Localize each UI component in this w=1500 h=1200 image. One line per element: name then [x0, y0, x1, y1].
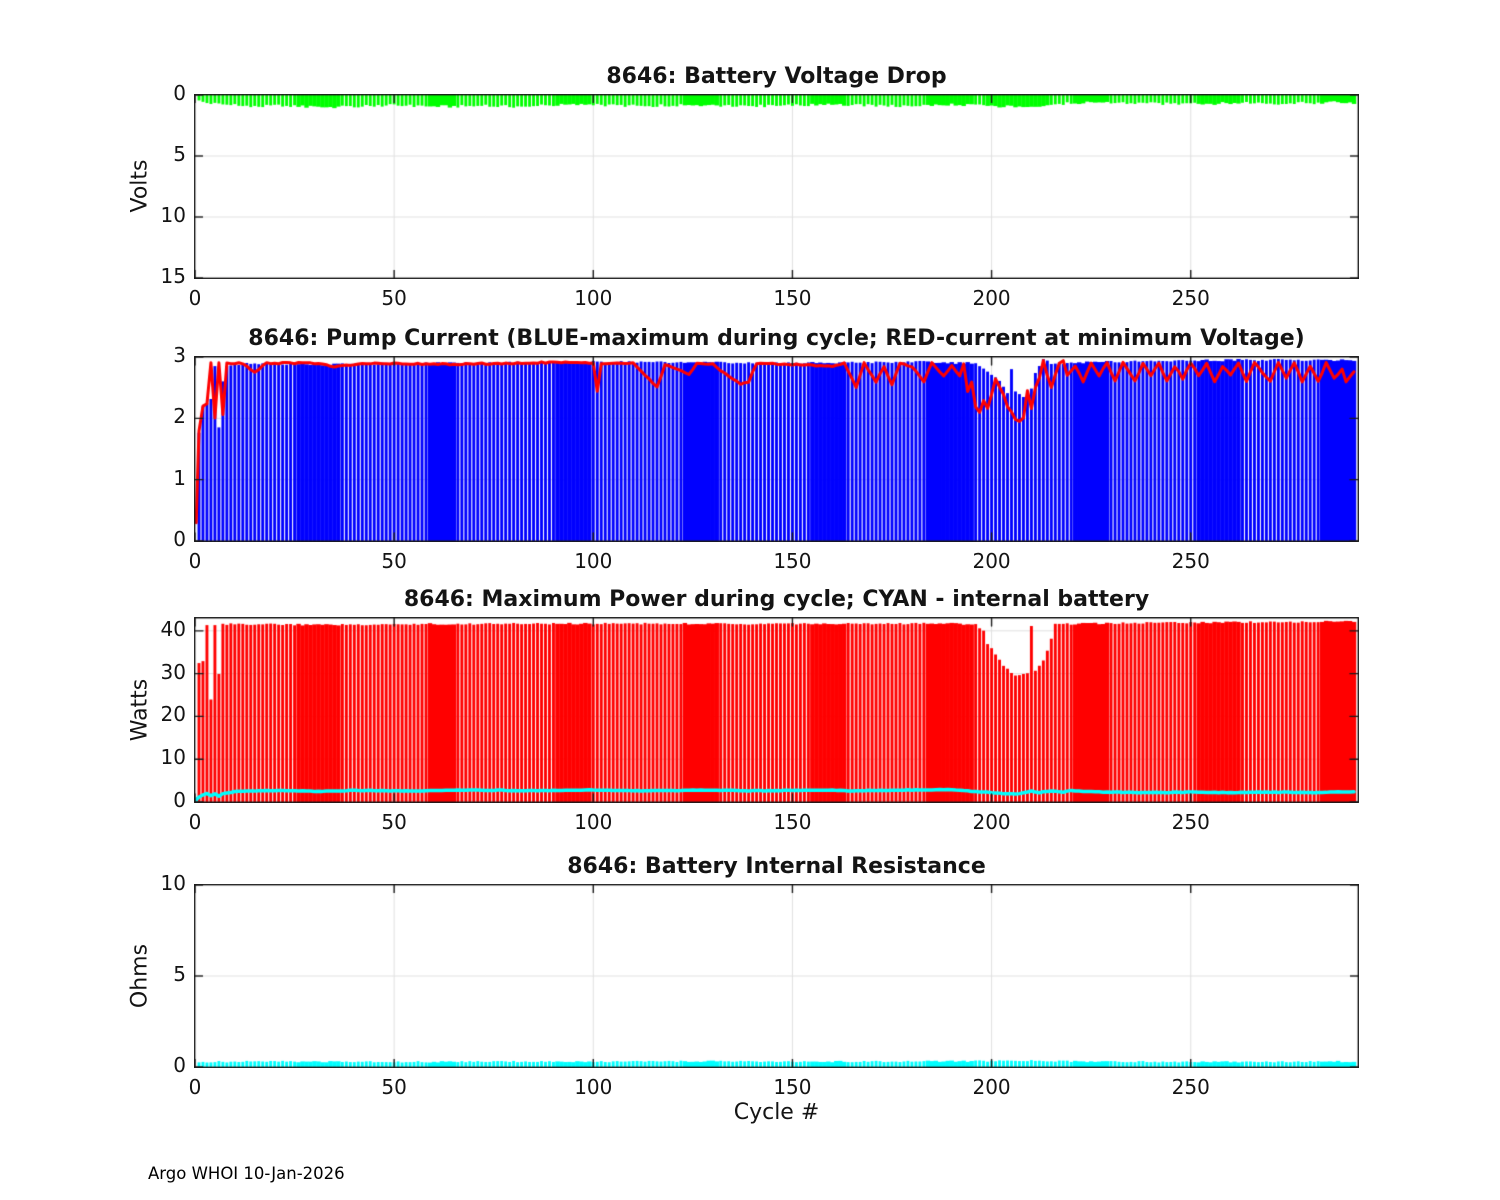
y-tick-label: 1 — [173, 465, 186, 490]
x-tick-label: 100 — [574, 286, 613, 310]
x-tick-label: 50 — [381, 1075, 407, 1099]
y-tick-label: 20 — [160, 702, 186, 727]
y-tick-label: 2 — [173, 404, 186, 429]
footer-credit: Argo WHOI 10-Jan-2026 — [148, 1164, 345, 1183]
y-tick-label: 15 — [160, 264, 186, 288]
x-tick-label: 0 — [188, 549, 202, 573]
x-tick-label: 250 — [1171, 286, 1210, 310]
x-tick-label: 100 — [574, 810, 613, 834]
battery-voltage-drop-plot — [194, 94, 1359, 279]
y-tick-label: 5 — [173, 142, 186, 166]
y-tick-label: 0 — [173, 527, 186, 551]
x-tick-label: 150 — [773, 810, 812, 834]
pump-current-plot — [194, 356, 1359, 542]
x-tick-label: 100 — [574, 549, 613, 573]
y-tick-label: 10 — [160, 203, 186, 227]
y-tick-label: 10 — [160, 745, 186, 770]
y-tick-label: 10 — [160, 871, 186, 895]
y-tick-label: 0 — [173, 81, 186, 105]
x-tick-label: 0 — [188, 1075, 202, 1099]
x-tick-label: 0 — [188, 286, 202, 310]
x-tick-label: 150 — [773, 1075, 812, 1099]
plot3-title: 8646: Maximum Power during cycle; CYAN -… — [403, 587, 1150, 612]
x-tick-label: 250 — [1171, 1075, 1210, 1099]
max-power-plot — [194, 617, 1359, 803]
x-tick-label: 250 — [1171, 810, 1210, 834]
x-tick-label: 200 — [972, 1075, 1011, 1099]
x-tick-label: 200 — [972, 549, 1011, 573]
x-tick-label: 50 — [381, 549, 407, 573]
x-tick-label: 50 — [381, 286, 407, 310]
plot4-title: 8646: Battery Internal Resistance — [567, 854, 986, 879]
x-tick-label: 200 — [972, 286, 1011, 310]
x-tick-label: 150 — [773, 286, 812, 310]
plot1-title: 8646: Battery Voltage Drop — [606, 64, 947, 89]
x-tick-label: 50 — [381, 810, 407, 834]
x-axis-label: Cycle # — [733, 1100, 820, 1125]
internal-resistance-plot — [194, 884, 1359, 1068]
x-tick-label: 150 — [773, 549, 812, 573]
x-tick-label: 250 — [1171, 549, 1210, 573]
x-tick-label: 200 — [972, 810, 1011, 834]
y-tick-label: 5 — [173, 962, 186, 986]
plot2-title: 8646: Pump Current (BLUE-maximum during … — [248, 326, 1305, 351]
y-tick-label: 30 — [160, 659, 186, 684]
x-tick-label: 0 — [188, 810, 202, 834]
x-tick-label: 100 — [574, 1075, 613, 1099]
y-tick-label: 0 — [173, 1053, 186, 1077]
y-tick-label: 40 — [160, 616, 186, 641]
y-tick-label: 0 — [173, 788, 186, 812]
y-tick-label: 3 — [173, 343, 186, 367]
